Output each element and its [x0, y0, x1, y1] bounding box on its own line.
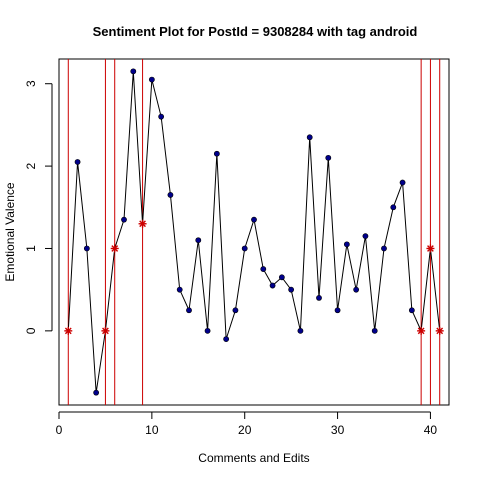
data-point-20: [241, 245, 248, 252]
y-tick-label-1: 1: [24, 245, 38, 252]
data-point-24: [278, 274, 285, 281]
data-point-29: [325, 154, 332, 161]
data-point-11: [158, 113, 165, 120]
highlight-marker-41-d2: [436, 327, 444, 335]
data-point-22: [260, 266, 267, 272]
data-point-33: [362, 233, 369, 240]
highlight-marker-41: [435, 326, 444, 335]
highlight-marker-1: [64, 326, 73, 335]
data-point-12: [167, 192, 174, 198]
data-point-13: [176, 286, 183, 293]
data-point-10: [148, 76, 155, 83]
highlight-marker-9-d2: [139, 220, 146, 228]
data-point-23: [269, 282, 276, 289]
data-point-17: [213, 150, 220, 157]
data-point-27: [306, 134, 313, 141]
highlight-marker-39: [417, 326, 426, 335]
highlight-marker-5-d2: [102, 327, 109, 335]
highlight-markers-group: [64, 219, 444, 335]
data-point-2: [74, 159, 81, 165]
y-tick-label-3: 3: [24, 80, 38, 87]
data-point-36: [390, 204, 397, 211]
data-point-31: [343, 241, 350, 248]
data-point-37: [399, 179, 406, 186]
x-tick-label-40: 40: [424, 423, 438, 437]
highlight-vertical-lines: [67, 59, 441, 405]
data-point-21: [251, 216, 257, 223]
data-point-34: [371, 327, 378, 334]
data-point-26: [297, 327, 304, 334]
data-point-16: [204, 327, 211, 334]
chart-title: Sentiment Plot for PostId = 9308284 with…: [93, 24, 418, 39]
data-point-32: [353, 286, 360, 293]
data-point-28: [316, 295, 322, 301]
highlight-marker-6-d2: [111, 245, 119, 252]
highlight-marker-40: [426, 244, 435, 253]
data-point-4: [93, 389, 100, 396]
highlight-marker-40-d2: [427, 245, 434, 252]
y-axis: 0 1 2 3: [24, 80, 53, 334]
data-point-19: [232, 307, 239, 314]
plot-frame: [58, 58, 450, 406]
data-point-35: [381, 245, 387, 252]
x-axis: 0 10 20 30 40: [56, 411, 438, 437]
highlight-marker-9: [138, 219, 147, 228]
x-axis-label: Comments and Edits: [198, 451, 309, 465]
data-point-3: [83, 245, 90, 252]
data-points-group: [74, 68, 415, 396]
highlight-marker-39-d2: [417, 327, 425, 335]
y-axis-label: Emotional Valence: [3, 182, 17, 281]
data-point-18: [223, 336, 230, 342]
data-point-8: [130, 68, 137, 75]
y-tick-label-2: 2: [24, 162, 38, 169]
data-point-38: [408, 307, 415, 314]
x-tick-label-30: 30: [331, 423, 345, 437]
data-point-30: [334, 307, 341, 314]
data-point-25: [288, 286, 295, 293]
data-point-15: [195, 237, 202, 244]
highlight-marker-1-d2: [64, 327, 72, 335]
data-point-14: [186, 307, 192, 314]
y-tick-label-0: 0: [24, 327, 38, 334]
x-tick-label-20: 20: [238, 423, 252, 437]
highlight-marker-6: [110, 244, 119, 253]
highlight-marker-5: [101, 326, 110, 335]
x-tick-label-10: 10: [145, 423, 159, 437]
x-tick-label-0: 0: [56, 423, 63, 437]
data-point-7: [121, 216, 127, 223]
